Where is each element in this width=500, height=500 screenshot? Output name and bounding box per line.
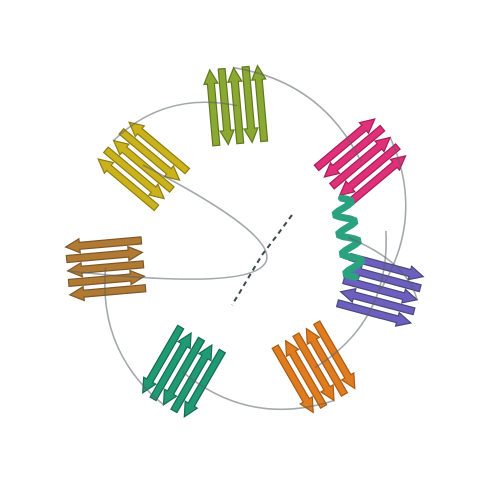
beta-strand — [203, 68, 221, 147]
slate-domain — [335, 252, 425, 327]
beta-strand — [64, 236, 143, 254]
loop-coil — [181, 371, 335, 411]
beta-strand — [271, 344, 314, 414]
beta-strand — [102, 146, 166, 200]
dashed-linker — [231, 214, 293, 306]
beta-strand — [305, 327, 349, 398]
loop-coil — [67, 164, 268, 280]
beta-strand — [313, 118, 376, 172]
beta-strand — [183, 348, 227, 418]
beta-strand — [328, 136, 392, 190]
orange-domain — [271, 320, 356, 414]
beta-strand — [339, 287, 416, 316]
magenta-domain — [313, 118, 407, 209]
beta-strand — [338, 143, 401, 197]
loop-coil — [104, 267, 165, 406]
beta-strand — [128, 121, 191, 175]
beta-strand — [284, 339, 328, 410]
beta-strand — [118, 127, 181, 182]
olive-domain — [203, 64, 269, 147]
beta-strand — [149, 331, 192, 402]
beta-strand — [217, 67, 235, 146]
teal-domain — [331, 194, 366, 281]
loop-coil — [348, 236, 418, 300]
loop-coil — [314, 230, 387, 369]
beta-strand — [323, 124, 386, 178]
beta-strand — [65, 245, 144, 264]
beta-strand — [241, 65, 259, 144]
helix-ribbon — [331, 194, 366, 281]
green-domain — [142, 324, 227, 418]
loop-coil — [379, 137, 407, 291]
beta-strand — [335, 299, 413, 327]
loop-coil — [113, 101, 238, 142]
beta-strand — [97, 158, 160, 212]
beta-strand — [162, 336, 206, 406]
beta-strand — [292, 332, 335, 402]
beta-strand — [68, 284, 147, 302]
beta-strand — [142, 324, 185, 394]
beta-strand — [67, 269, 146, 288]
loop-coil — [233, 66, 362, 163]
